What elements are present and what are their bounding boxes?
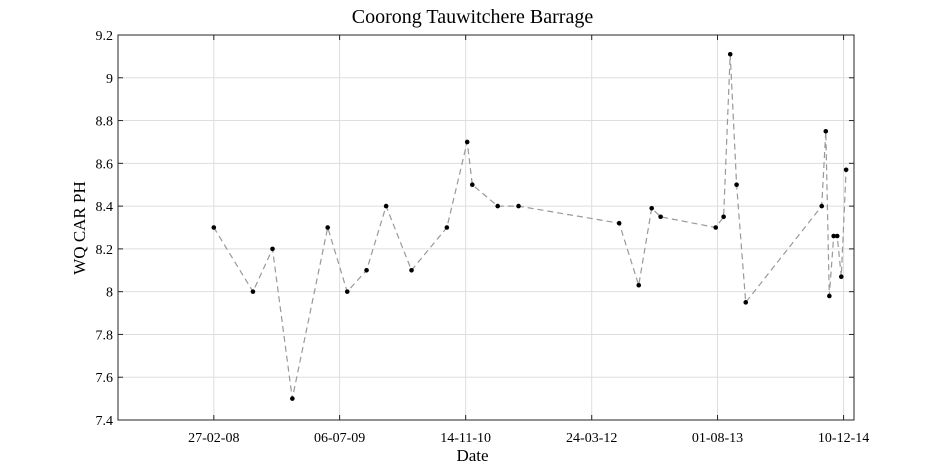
data-point [325, 225, 330, 230]
data-point [819, 203, 825, 209]
data-point [516, 203, 521, 209]
series-line [213, 54, 847, 399]
data-point [727, 51, 733, 57]
data-point [838, 274, 844, 279]
data-point [383, 203, 389, 209]
data-point [658, 214, 663, 220]
data-point [616, 220, 622, 226]
x-axis-label: Date [456, 446, 489, 465]
y-tick-label: 8.8 [96, 115, 114, 130]
data-point [636, 282, 642, 288]
data-point [211, 225, 217, 230]
data-point [823, 128, 829, 134]
data-point [827, 293, 832, 299]
data-point [831, 233, 836, 239]
x-tick-label: 10-12-14 [818, 431, 869, 446]
plot-frame [117, 34, 855, 421]
series-layer [211, 51, 849, 401]
data-point [409, 267, 414, 273]
x-tick-label: 01-08-13 [692, 431, 743, 446]
y-tick-label: 8.4 [96, 200, 114, 215]
data-point [495, 203, 500, 209]
x-tick-label: 14-11-10 [440, 431, 491, 446]
y-tick-label: 9 [106, 72, 113, 87]
y-tick-label: 9.2 [96, 29, 114, 44]
data-point [649, 205, 655, 211]
chart-title: Coorong Tauwitchere Barrage [351, 6, 594, 28]
y-tick-label: 7.4 [96, 414, 114, 429]
grid-lines [118, 34, 854, 421]
y-tick-label: 7.8 [96, 328, 114, 343]
y-tick-label: 8.2 [96, 243, 114, 258]
data-point [469, 182, 475, 188]
x-tick-label: 24-03-12 [566, 431, 617, 446]
data-point [843, 167, 849, 173]
data-point [250, 289, 256, 294]
data-point [364, 267, 369, 273]
data-point [713, 225, 719, 230]
x-tick-label: 06-07-09 [314, 431, 365, 446]
data-point [734, 182, 739, 188]
data-point [834, 233, 840, 239]
y-tick-label: 7.6 [96, 371, 114, 386]
data-point [270, 246, 275, 252]
data-point [444, 225, 450, 230]
tick-layer: 7.4 7.6 7.8 8 8.2 8.4 8.6 8.8 9 9.2 27-02-08 06-07-… [96, 29, 870, 446]
y-tick-label: 8.6 [96, 157, 114, 172]
x-tick-label: 27-02-08 [188, 431, 239, 446]
data-point [743, 300, 749, 305]
data-point [290, 396, 295, 401]
data-point [464, 139, 470, 145]
data-point [344, 289, 350, 294]
y-tick-label: 8 [106, 286, 113, 301]
data-point [721, 214, 726, 220]
